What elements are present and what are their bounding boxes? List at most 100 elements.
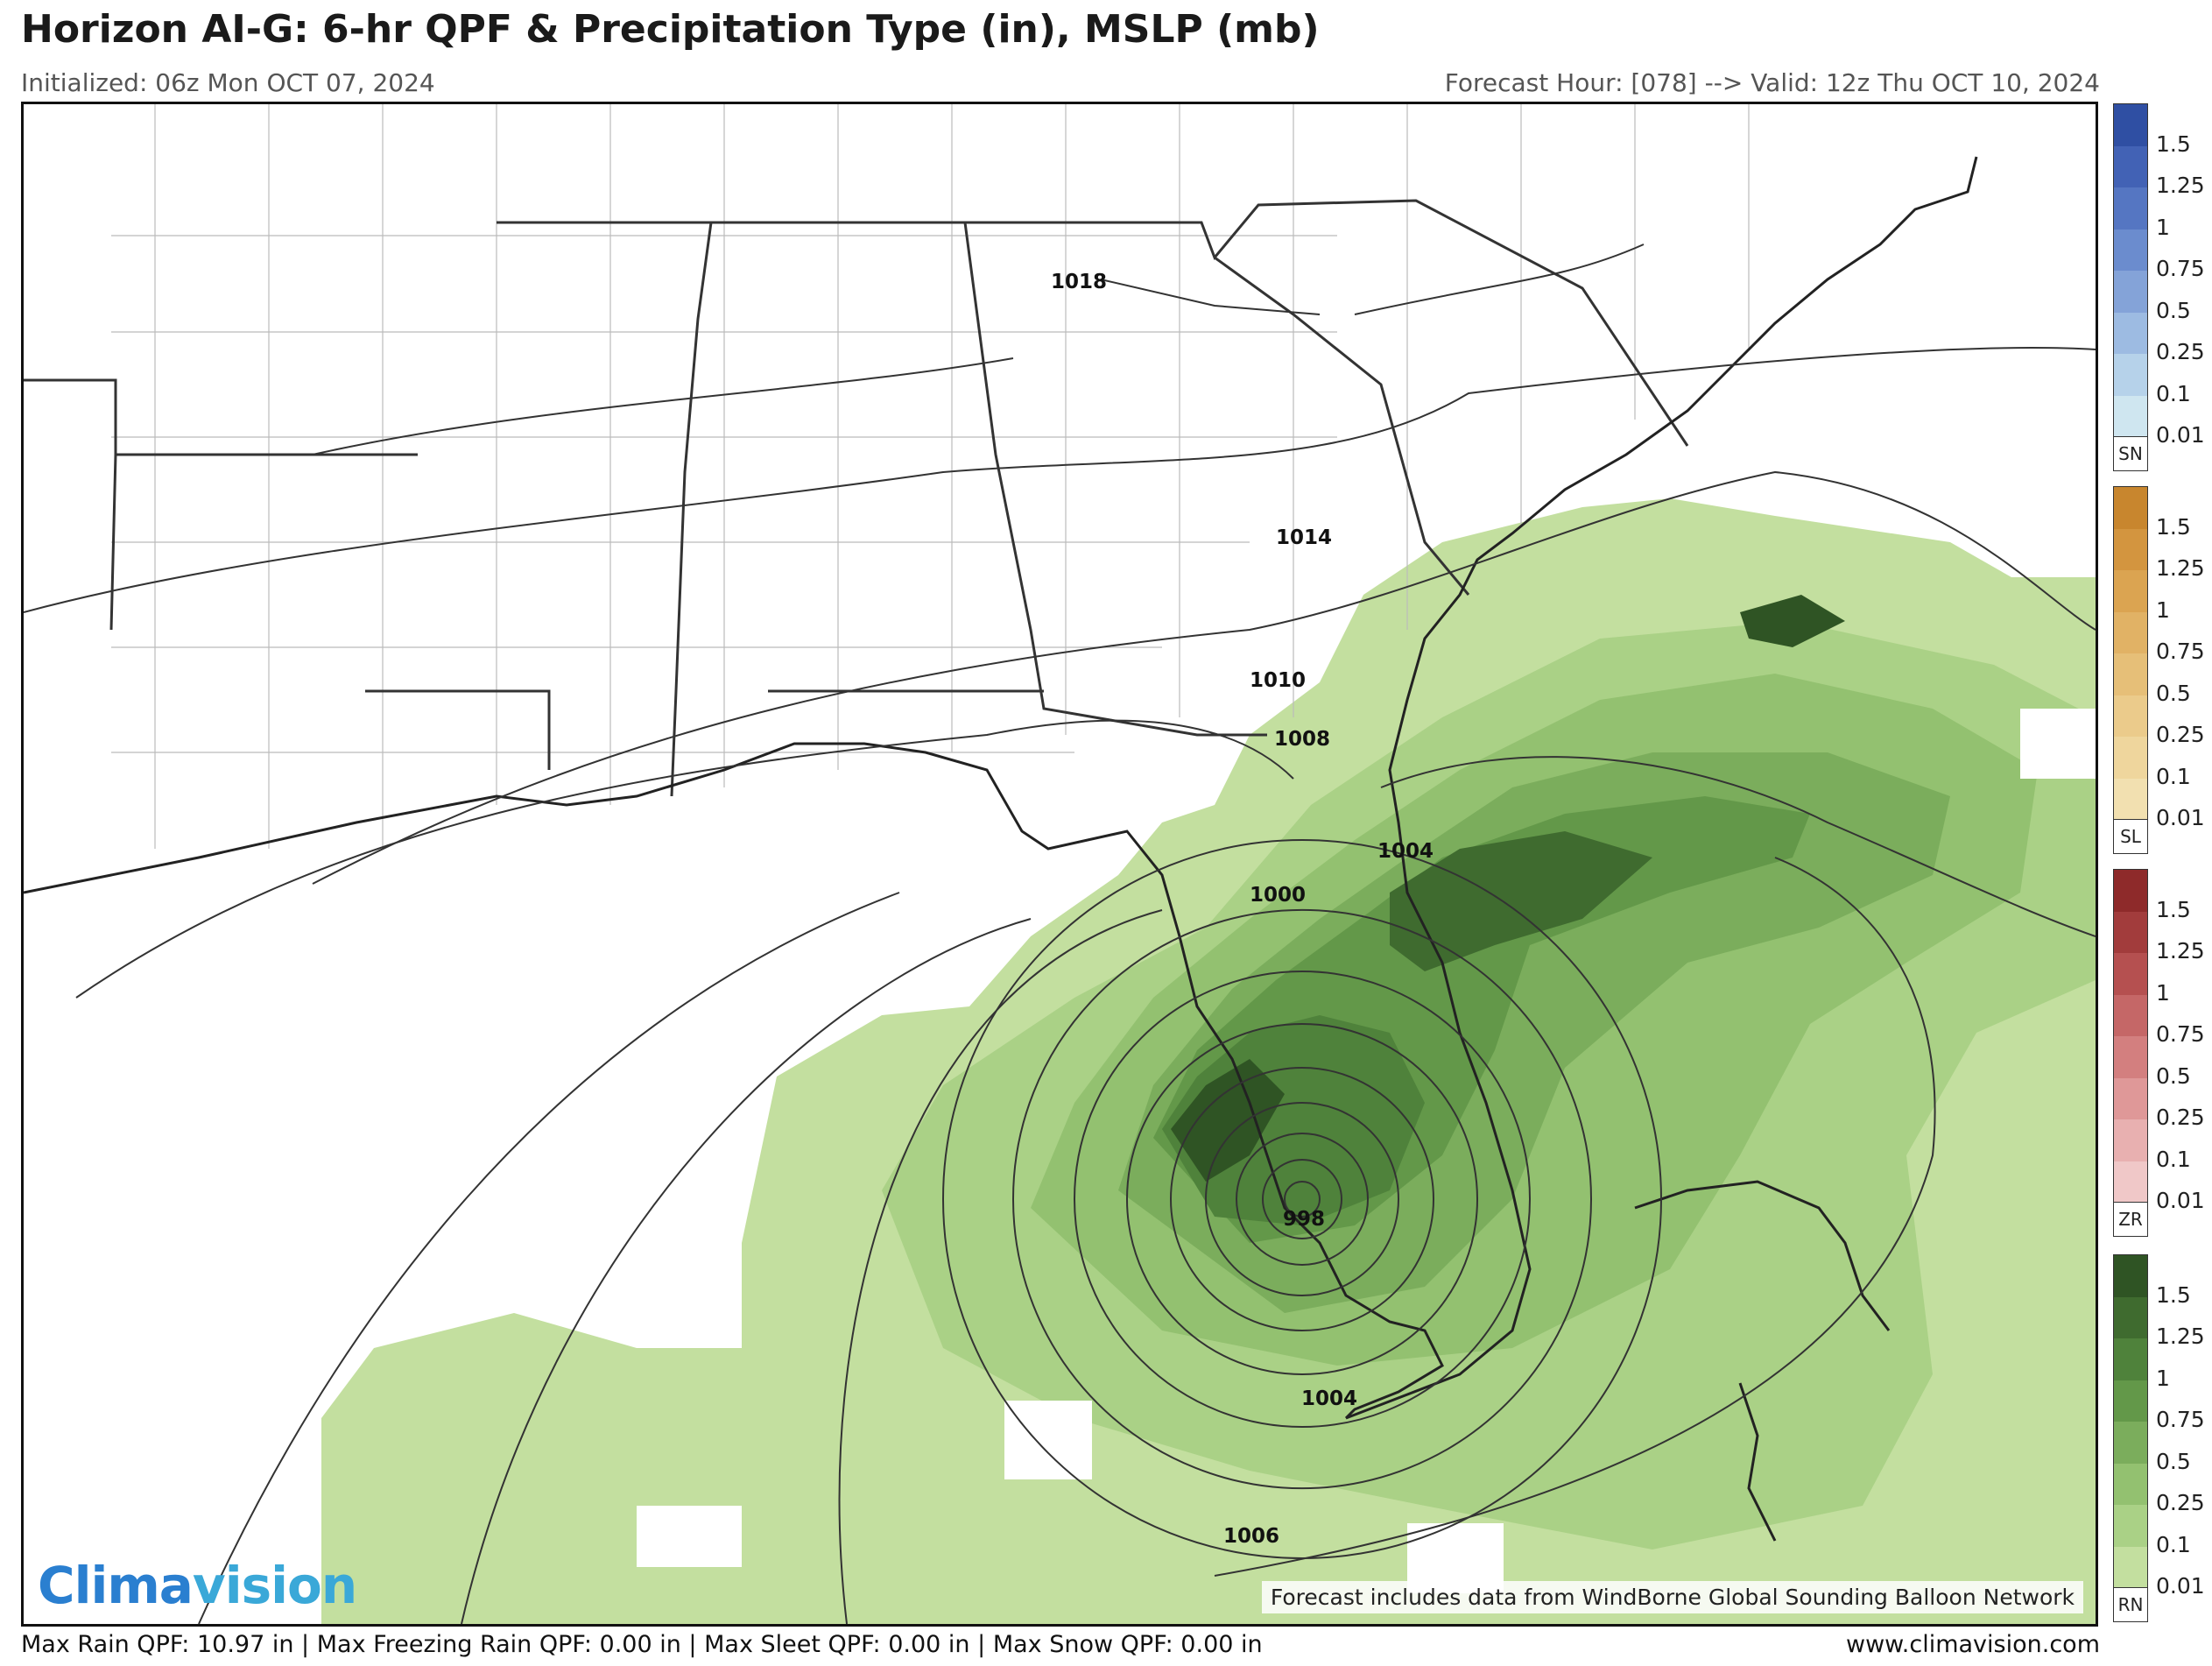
legend-label: 1.25 [2156, 173, 2205, 199]
isobar-ring [1236, 1133, 1370, 1266]
legend-swatch [2114, 354, 2147, 396]
map-svg: 1018 1014 1010 1008 1004 1000 998 1004 1… [24, 104, 2096, 1624]
legend-swatch [2114, 1505, 2147, 1547]
isobar-ring [1284, 1181, 1321, 1218]
bahamas [1738, 1382, 1777, 1542]
legend-sl: SL [2113, 486, 2148, 854]
max-snow-qpf: Max Snow QPF: 0.00 in [992, 1631, 1263, 1658]
legend-label: 0.25 [2156, 1105, 2205, 1131]
legend-tag: RN [2114, 1587, 2147, 1621]
legend-swatch [2114, 653, 2147, 695]
precip-gap [1004, 1401, 1092, 1479]
isobar-ring [942, 839, 1663, 1559]
legend-swatch [2114, 737, 2147, 779]
isobar-label: 1004 [1377, 840, 1434, 863]
isobar-label: 998 [1283, 1208, 1325, 1231]
legend-label: 0.1 [2156, 1146, 2191, 1172]
legend-swatch [2114, 994, 2147, 1036]
legend-swatch [2114, 271, 2147, 313]
legend-swatch [2114, 1463, 2147, 1505]
legend-label: 1 [2156, 597, 2170, 623]
precip-field [321, 498, 2096, 1624]
isobar-label: 1004 [1301, 1387, 1357, 1410]
legend-label: 1.25 [2156, 938, 2205, 964]
legend-swatch [2114, 1338, 2147, 1380]
isobar-label: 1010 [1250, 669, 1306, 692]
legend-label: 1 [2156, 1365, 2170, 1391]
coastline [24, 156, 1978, 1542]
separator: | [688, 1631, 697, 1658]
separator: | [301, 1631, 310, 1658]
cuba-coast [1634, 1180, 1891, 1331]
legend-swatch [2114, 229, 2147, 271]
precip-gap [2020, 709, 2096, 779]
legend-zr: ZR [2113, 869, 2148, 1237]
legend-label: 1.5 [2156, 896, 2191, 922]
isobar-ring [1012, 909, 1593, 1489]
legend-swatch [2114, 1296, 2147, 1338]
legend-swatch [2114, 1077, 2147, 1119]
isobar-label: 1006 [1223, 1525, 1279, 1548]
climavision-logo: Climavision [38, 1556, 357, 1615]
separator: | [977, 1631, 986, 1658]
legend-label: 0.75 [2156, 1407, 2205, 1433]
precip-extreme-2 [1740, 595, 1845, 647]
legend-swatch [2114, 145, 2147, 187]
legend-label: 0.01 [2156, 422, 2205, 448]
legend-swatch [2114, 312, 2147, 354]
legend-swatch [2114, 1422, 2147, 1464]
legend-tag: ZR [2114, 1202, 2147, 1236]
website-link[interactable]: www.climavision.com [1846, 1631, 2100, 1658]
legend-swatch [2114, 1380, 2147, 1422]
county-lines [111, 104, 1750, 849]
legend-tag: SN [2114, 436, 2147, 470]
legend-swatch [2114, 778, 2147, 820]
precip-intense-2 [1390, 831, 1652, 971]
max-rain-qpf: Max Rain QPF: 10.97 in [21, 1631, 294, 1658]
legend-swatch [2114, 187, 2147, 229]
init-time: Initialized: 06z Mon OCT 07, 2024 [21, 68, 435, 97]
legend-label: 0.75 [2156, 1021, 2205, 1048]
legend-label: 0.75 [2156, 639, 2205, 665]
legend-swatch [2114, 611, 2147, 653]
isobar-ring [1074, 971, 1532, 1428]
legend-label: 1 [2156, 979, 2170, 1006]
max-freezing-rain-qpf: Max Freezing Rain QPF: 0.00 in [316, 1631, 681, 1658]
legend-label: 0.01 [2156, 1188, 2205, 1214]
isobar-label: 1018 [1051, 271, 1107, 293]
isobar-label: 1008 [1274, 728, 1330, 751]
legend-swatch [2114, 104, 2147, 146]
legend-label: 1.5 [2156, 1281, 2191, 1308]
legend-label: 0.01 [2156, 1573, 2205, 1599]
valid-time: Forecast Hour: [078] --> Valid: 12z Thu … [1444, 68, 2100, 97]
legend-sn: SN [2113, 103, 2148, 471]
legend-swatch [2114, 870, 2147, 912]
legend-label: 0.5 [2156, 1448, 2191, 1474]
legend-label: 1.25 [2156, 555, 2205, 582]
legend-swatch [2114, 1161, 2147, 1203]
legend-label: 0.25 [2156, 339, 2205, 365]
legend-swatch [2114, 1036, 2147, 1078]
legend-label: 1.5 [2156, 513, 2191, 540]
isobar-labels: 1018 1014 1010 1008 1004 1000 998 1004 1… [1051, 271, 1434, 1548]
legend-label: 0.1 [2156, 1531, 2191, 1557]
max-sleet-qpf: Max Sleet QPF: 0.00 in [704, 1631, 970, 1658]
legend-label: 0.01 [2156, 805, 2205, 831]
map-title: Horizon AI-G: 6-hr QPF & Precipitation T… [21, 7, 1320, 52]
precip-gap [637, 1506, 742, 1567]
legend-swatch [2114, 1546, 2147, 1588]
legend-swatch [2114, 570, 2147, 612]
isobar-ring [1262, 1159, 1343, 1239]
isobar-ring [1170, 1067, 1435, 1331]
legend-label: 0.5 [2156, 680, 2191, 706]
legend-label: 1.25 [2156, 1324, 2205, 1350]
map-panel: 1018 1014 1010 1008 1004 1000 998 1004 1… [21, 102, 2098, 1627]
isobars [24, 244, 2096, 1624]
legend-label: 1 [2156, 214, 2170, 240]
legend-swatch [2114, 911, 2147, 953]
legend-swatch [2114, 1119, 2147, 1161]
legend-label: 0.1 [2156, 763, 2191, 789]
state-lines [24, 199, 1689, 797]
data-attribution: Forecast includes data from WindBorne Gl… [1261, 1581, 2083, 1613]
legend-swatch [2114, 487, 2147, 529]
